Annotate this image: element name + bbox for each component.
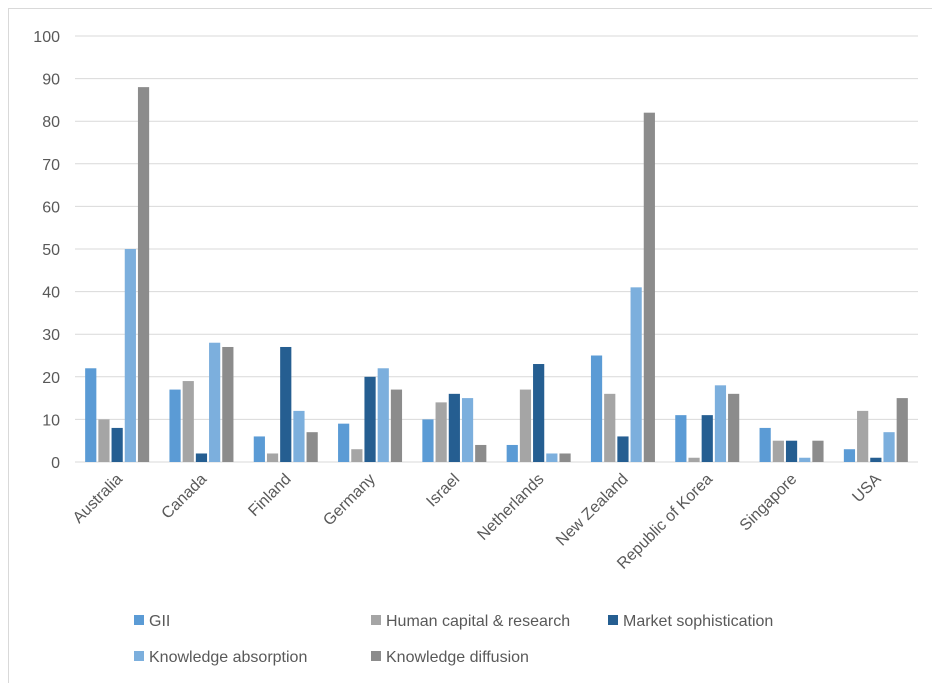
legend-swatch [134, 651, 144, 661]
bar [293, 410, 305, 462]
bar [870, 457, 882, 462]
gridlines [75, 35, 918, 463]
x-tick-label: Netherlands [474, 471, 547, 544]
y-tick-label: 90 [42, 72, 60, 89]
bar [785, 440, 798, 462]
bar [390, 389, 403, 462]
bar [896, 398, 908, 462]
bar [772, 440, 784, 462]
legend-swatch [371, 651, 381, 661]
x-tick-label: New Zealand [553, 471, 632, 550]
bar [675, 415, 687, 462]
y-tick-label: 0 [51, 455, 60, 472]
bar [475, 444, 487, 462]
bar [533, 364, 545, 462]
legend: GII Human capital & research Market sophis… [134, 613, 773, 666]
x-tick-label: Germany [320, 471, 379, 530]
legend-label: Knowledge diffusion [386, 649, 529, 666]
legend-label: Knowledge absorption [149, 649, 307, 666]
bar [559, 453, 571, 462]
x-tick-label: Canada [159, 471, 211, 523]
bar [506, 444, 518, 462]
bar [728, 393, 740, 462]
x-tick-label: Israel [423, 471, 463, 511]
x-tick-label: USA [849, 471, 885, 507]
bar [137, 87, 150, 463]
bar [169, 389, 181, 462]
bar [883, 432, 895, 462]
bar [124, 249, 136, 462]
bar [546, 453, 558, 462]
x-axis-ticks: Australia Canada Finland Germany Israel Nethe… [70, 471, 885, 573]
y-tick-label: 80 [42, 114, 60, 131]
x-tick-label: Republic of Korea [614, 471, 716, 573]
bar [85, 368, 97, 462]
y-tick-label: 70 [42, 157, 60, 174]
bar [812, 440, 824, 462]
bar [422, 419, 434, 462]
bar [519, 389, 532, 462]
bar [448, 393, 460, 462]
bar [351, 449, 363, 462]
bar [714, 385, 727, 462]
bar [688, 457, 700, 462]
bar [222, 346, 234, 462]
y-tick-label: 40 [42, 285, 60, 302]
chart-frame [8, 8, 932, 683]
bar [195, 453, 208, 462]
bar [799, 457, 811, 462]
bar [182, 381, 194, 462]
bar [435, 402, 447, 462]
bar [98, 419, 110, 462]
x-tick-label: Australia [70, 471, 126, 527]
legend-swatch [608, 615, 618, 625]
bar [209, 342, 221, 462]
bar [857, 410, 869, 462]
bar [280, 346, 292, 462]
y-tick-label: 50 [42, 242, 60, 259]
y-tick-label: 60 [42, 199, 60, 216]
legend-label: Human capital & research [386, 613, 570, 630]
bar [590, 355, 603, 462]
y-tick-label: 10 [42, 412, 60, 429]
bar [338, 423, 350, 462]
legend-label: GII [149, 613, 170, 630]
y-tick-label: 100 [33, 29, 60, 46]
x-tick-label: Singapore [737, 471, 801, 535]
bar [461, 398, 474, 462]
bar [253, 436, 265, 462]
legend-swatch [134, 615, 144, 625]
x-tick-label: Finland [245, 471, 294, 520]
bar [759, 427, 771, 462]
bar [701, 415, 713, 462]
legend-label: Market sophistication [623, 613, 773, 630]
bar [377, 368, 389, 462]
bars [85, 87, 908, 463]
y-axis-ticks: 0 10 20 30 40 50 60 70 80 90 100 [33, 29, 60, 472]
bar [266, 453, 279, 462]
bar [617, 436, 629, 462]
bar [306, 432, 318, 462]
bar [111, 427, 123, 462]
bar [604, 393, 616, 462]
bar [643, 112, 655, 463]
bar [364, 376, 376, 462]
bar [630, 287, 642, 462]
y-tick-label: 30 [42, 327, 60, 344]
legend-swatch [371, 615, 381, 625]
y-tick-label: 20 [42, 370, 60, 387]
bar [843, 449, 856, 462]
